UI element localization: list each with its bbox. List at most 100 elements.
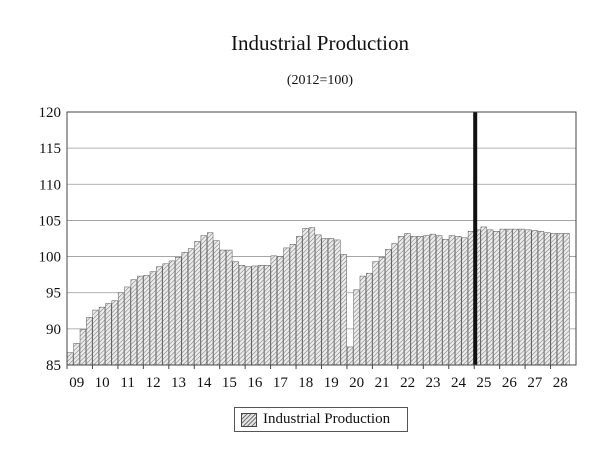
bar <box>168 260 176 366</box>
axis-layer: 85 90 95 100 105 110 115 120 09 10 11 12 13 14 15 16 17 1… <box>39 105 577 391</box>
bar <box>137 275 144 366</box>
bar <box>130 279 137 366</box>
bar <box>493 231 500 366</box>
bar <box>544 232 551 366</box>
bar <box>308 227 316 366</box>
grid-layer <box>67 111 576 366</box>
bar <box>194 241 201 366</box>
x-tick-label: 13 <box>171 375 186 391</box>
x-tick-label: 26 <box>502 375 518 391</box>
bar <box>512 228 519 366</box>
bar <box>111 300 118 366</box>
bar <box>162 263 169 366</box>
x-tick-label: 22 <box>400 375 415 391</box>
bar <box>238 264 246 366</box>
bar <box>117 292 125 366</box>
bar <box>436 235 443 366</box>
x-tick-label: 21 <box>375 375 390 391</box>
bar <box>366 272 373 366</box>
bar <box>334 239 341 366</box>
bar <box>226 249 233 366</box>
chart-title: Industrial Production <box>231 31 409 55</box>
bar <box>156 266 163 366</box>
bar <box>98 306 106 366</box>
y-tick-label: 100 <box>39 250 62 266</box>
legend-label: Industrial Production <box>263 411 391 427</box>
bar <box>67 352 74 366</box>
bar <box>219 249 227 366</box>
chart-subtitle: (2012=100) <box>286 73 354 88</box>
x-tick-label: 28 <box>553 375 568 391</box>
bar <box>499 228 506 366</box>
bar <box>149 271 157 366</box>
y-tick-label: 115 <box>39 141 61 157</box>
x-tick-label: 23 <box>426 375 441 391</box>
bars-layer <box>67 226 570 366</box>
y-tick-label: 105 <box>39 213 62 229</box>
bar <box>372 261 379 366</box>
bar <box>105 303 112 366</box>
x-tick-label: 24 <box>451 375 467 391</box>
bar <box>207 232 214 366</box>
plot-frame <box>66 111 577 366</box>
x-tick-label: 14 <box>196 375 212 391</box>
x-tick-label: 18 <box>298 375 313 391</box>
y-tick-label: 90 <box>46 322 61 338</box>
bar <box>321 238 328 366</box>
bar <box>92 309 99 366</box>
bar <box>187 248 195 366</box>
bar <box>347 346 354 366</box>
bar <box>340 254 347 366</box>
bar <box>385 249 392 366</box>
bar <box>467 231 475 366</box>
legend-swatch <box>241 412 257 427</box>
x-tick-label: 16 <box>247 375 263 391</box>
y-tick-label: 120 <box>39 105 62 121</box>
bar <box>531 230 538 366</box>
bar <box>486 229 494 366</box>
bar <box>461 237 468 366</box>
bar <box>378 257 386 366</box>
bar <box>429 233 436 366</box>
bar <box>289 244 296 366</box>
bar <box>79 329 87 366</box>
bar <box>270 255 277 366</box>
bar <box>327 238 335 366</box>
x-tick-label: 09 <box>69 375 84 391</box>
x-tick-label: 15 <box>222 375 237 391</box>
x-tick-label: 12 <box>146 375 161 391</box>
bar <box>391 243 398 366</box>
x-tick-label: 20 <box>349 375 364 391</box>
x-tick-label: 10 <box>95 375 110 391</box>
bar <box>175 257 182 366</box>
bar <box>455 236 462 366</box>
bar <box>416 236 424 366</box>
x-tick-label: 17 <box>273 375 289 391</box>
y-tick-label: 95 <box>46 286 61 302</box>
bar <box>359 275 366 366</box>
bar <box>480 226 487 366</box>
bar <box>315 234 322 366</box>
bar <box>283 247 290 366</box>
x-tick-label: 27 <box>527 375 543 391</box>
bar <box>264 264 271 366</box>
bar <box>232 261 239 366</box>
bar <box>397 236 405 366</box>
bar <box>245 266 252 366</box>
bar <box>404 233 411 366</box>
bar <box>277 256 284 366</box>
bar <box>200 235 207 366</box>
x-tick-label: 25 <box>476 375 491 391</box>
bar <box>302 228 309 366</box>
bar <box>86 317 93 366</box>
bar <box>550 233 557 366</box>
bar <box>181 251 188 366</box>
bar <box>213 240 220 366</box>
bar <box>563 233 570 366</box>
bar <box>353 289 360 366</box>
bar <box>442 238 449 366</box>
bar <box>124 286 131 366</box>
bar <box>525 229 532 366</box>
bar <box>556 233 564 366</box>
